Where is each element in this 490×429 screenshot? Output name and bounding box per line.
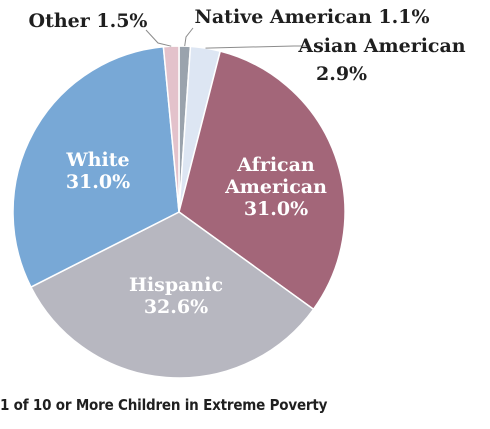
leader-line-asian-american bbox=[205, 45, 306, 49]
slice-label-white: White 31.0% bbox=[65, 149, 130, 193]
slice-label-native-american: Native American 1.1% bbox=[195, 6, 430, 28]
slice-label-hispanic: Hispanic 32.6% bbox=[129, 274, 223, 318]
slice-label-african-american: African American 31.0% bbox=[224, 154, 327, 220]
slice-label-asian-american: Asian American bbox=[297, 35, 465, 57]
pie-slice-white bbox=[12, 45, 180, 289]
pie-slice-african-american bbox=[178, 50, 346, 311]
leader-line-native-american bbox=[184, 27, 194, 47]
slice-label-other: Other 1.5% bbox=[29, 10, 148, 32]
slice-label-asian-american-value: 2.9% bbox=[316, 63, 367, 85]
pie-slice-hispanic bbox=[29, 211, 315, 379]
chart-caption: 1 of 10 or More Children in Extreme Pove… bbox=[0, 396, 328, 414]
leader-line-other bbox=[145, 29, 172, 47]
